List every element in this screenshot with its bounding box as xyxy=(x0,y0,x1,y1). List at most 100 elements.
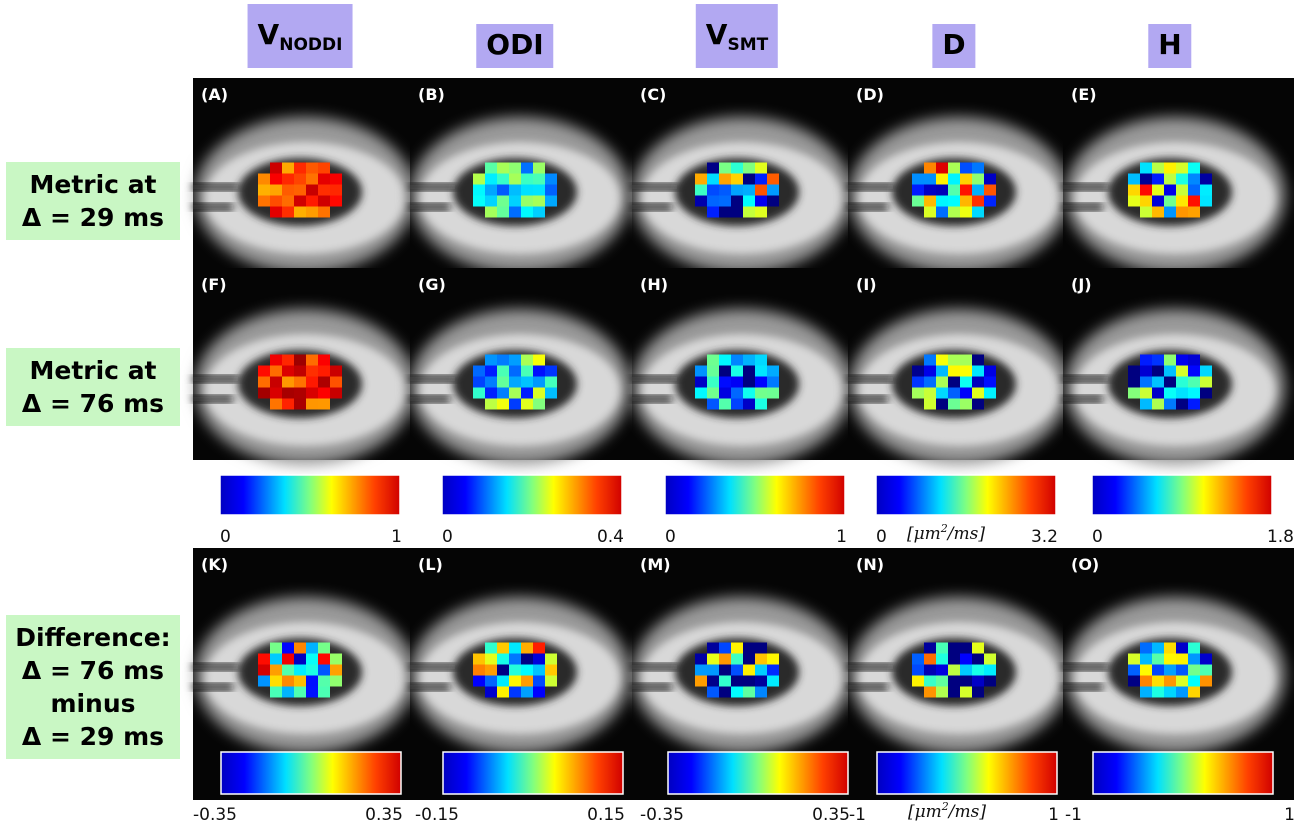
voxel xyxy=(1128,654,1140,665)
voxel xyxy=(707,687,719,698)
voxel xyxy=(1164,163,1176,174)
voxel xyxy=(960,196,972,207)
voxel xyxy=(485,377,497,388)
dark-stripe xyxy=(193,396,233,402)
voxel xyxy=(960,174,972,185)
panel-background xyxy=(848,78,1063,268)
voxel xyxy=(282,174,294,185)
voxel xyxy=(743,654,755,665)
panel-background xyxy=(193,548,410,800)
voxel xyxy=(282,377,294,388)
voxel xyxy=(1140,377,1152,388)
colorbar-min: 0 xyxy=(1092,527,1103,547)
brain-outer xyxy=(410,597,630,753)
voxel xyxy=(960,687,972,698)
voxel xyxy=(473,388,485,399)
voxel xyxy=(984,174,996,185)
voxel xyxy=(282,388,294,399)
panel-background xyxy=(410,268,632,460)
brain-inner xyxy=(238,350,362,418)
voxel xyxy=(545,196,557,207)
voxel xyxy=(294,207,306,218)
brain-outer xyxy=(849,309,1069,465)
colorbar-gradient xyxy=(668,752,848,794)
voxel xyxy=(1200,676,1212,687)
voxel xyxy=(330,388,342,399)
voxel xyxy=(948,355,960,366)
voxel xyxy=(707,366,719,377)
voxel xyxy=(707,196,719,207)
row-label-line: Δ = 76 ms xyxy=(6,654,180,687)
dark-stripe xyxy=(632,664,677,670)
panel-background xyxy=(632,548,848,800)
voxel xyxy=(984,196,996,207)
voxel xyxy=(1140,654,1152,665)
dark-stripe xyxy=(632,204,672,210)
voxel xyxy=(719,355,731,366)
voxel xyxy=(767,196,779,207)
column-header: VNODDI xyxy=(248,4,353,68)
voxel xyxy=(695,388,707,399)
voxel xyxy=(318,196,330,207)
brain-band xyxy=(859,622,1059,734)
voxel xyxy=(318,388,330,399)
voxel xyxy=(948,377,960,388)
voxel xyxy=(984,377,996,388)
voxel xyxy=(1140,355,1152,366)
voxel xyxy=(318,366,330,377)
voxel xyxy=(270,643,282,654)
voxel xyxy=(270,676,282,687)
voxel xyxy=(767,388,779,399)
voxel xyxy=(521,388,533,399)
voxel xyxy=(473,174,485,185)
voxel xyxy=(294,185,306,196)
brain-inner xyxy=(675,158,799,226)
voxel xyxy=(258,185,270,196)
voxel xyxy=(270,366,282,377)
dark-stripe xyxy=(410,396,450,402)
voxel xyxy=(719,654,731,665)
colorbar-gradient xyxy=(876,475,1056,515)
voxel xyxy=(743,687,755,698)
voxel xyxy=(948,366,960,377)
voxel xyxy=(1140,174,1152,185)
voxel xyxy=(924,196,936,207)
voxel xyxy=(743,174,755,185)
panel-letter: (L) xyxy=(418,555,443,574)
voxel xyxy=(960,185,972,196)
panel-letter: (A) xyxy=(201,85,228,104)
voxel xyxy=(972,654,984,665)
voxel xyxy=(282,163,294,174)
voxel xyxy=(1164,687,1176,698)
voxel xyxy=(972,185,984,196)
voxel xyxy=(521,643,533,654)
voxel xyxy=(731,377,743,388)
voxel xyxy=(707,377,719,388)
voxel xyxy=(258,388,270,399)
voxel xyxy=(1140,676,1152,687)
voxel xyxy=(473,676,485,687)
voxel xyxy=(1176,196,1188,207)
voxel xyxy=(1188,196,1200,207)
voxel xyxy=(545,388,557,399)
mri-panel: (N) xyxy=(848,548,1069,800)
voxel xyxy=(533,399,545,410)
brain-outer xyxy=(632,309,852,465)
mri-panel: (B) xyxy=(410,78,632,273)
voxel xyxy=(497,355,509,366)
brain-inner xyxy=(675,638,799,706)
colorbar-gradient xyxy=(221,752,401,794)
colorbar-min: 0 xyxy=(442,527,453,547)
colorbar-gradient xyxy=(665,475,845,515)
dark-stripe xyxy=(193,204,233,210)
voxel xyxy=(924,399,936,410)
voxel xyxy=(936,388,948,399)
voxel xyxy=(972,388,984,399)
voxel xyxy=(731,665,743,676)
voxel xyxy=(509,196,521,207)
dark-stripe xyxy=(848,396,888,402)
header-text: V xyxy=(258,18,280,51)
brain-outer xyxy=(632,597,852,753)
voxel xyxy=(330,377,342,388)
